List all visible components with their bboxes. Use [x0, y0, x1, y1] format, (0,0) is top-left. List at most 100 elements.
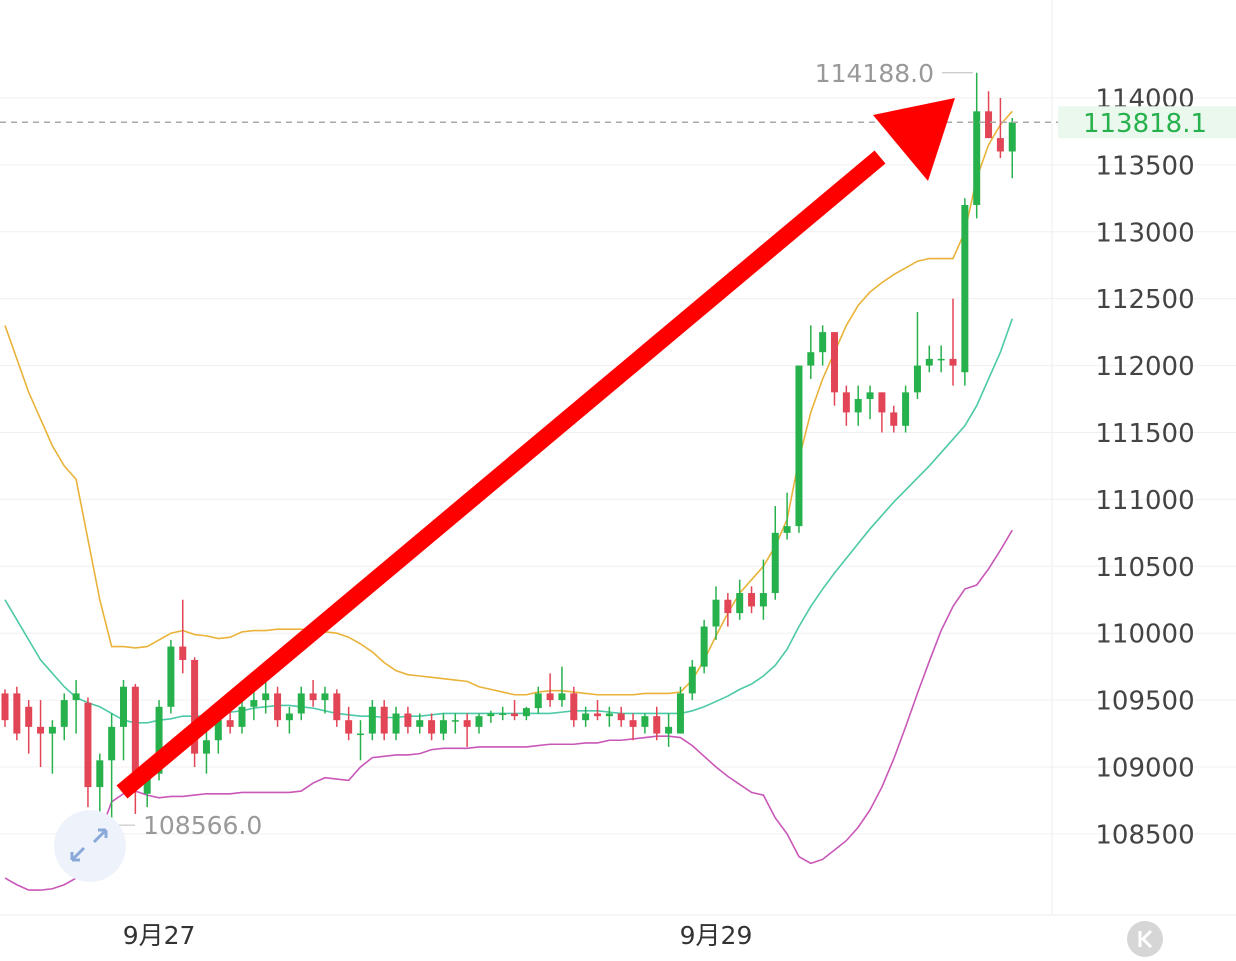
- candle-body: [807, 352, 815, 366]
- candle-body: [13, 693, 21, 734]
- candle-body: [72, 693, 80, 701]
- candle-body: [866, 392, 874, 400]
- candle-body: [925, 358, 933, 366]
- candle-body: [522, 708, 530, 717]
- last-price-box: [1058, 106, 1236, 139]
- y-tick-label: 111000: [1095, 486, 1194, 516]
- candle-body: [902, 392, 910, 426]
- candle-body: [653, 716, 661, 734]
- candle-body: [783, 526, 791, 533]
- candle-body: [629, 720, 637, 727]
- candle-body: [617, 713, 625, 721]
- candle-body: [996, 138, 1004, 152]
- candle-body: [570, 693, 578, 721]
- candle-body: [688, 666, 696, 694]
- candle-body: [475, 716, 483, 727]
- candle-body: [665, 726, 673, 734]
- candle-body: [285, 713, 293, 721]
- candle-body: [712, 599, 720, 627]
- y-tick-label: 113000: [1095, 218, 1194, 248]
- y-tick-label: 113500: [1095, 151, 1194, 181]
- candle-body: [191, 659, 199, 754]
- candle-body: [499, 713, 507, 715]
- candle-body: [831, 332, 838, 393]
- candle-body: [345, 720, 353, 734]
- y-tick-label: 111500: [1095, 419, 1194, 449]
- candle-body: [973, 111, 981, 205]
- candle-body: [155, 706, 163, 774]
- candle-body: [357, 733, 364, 736]
- candle-body: [297, 693, 305, 714]
- candle-body: [937, 358, 945, 361]
- candle-body: [878, 392, 886, 413]
- candle-body: [416, 720, 424, 727]
- candle-body: [736, 593, 744, 614]
- candle-body: [238, 706, 246, 727]
- x-tick-label: 9月29: [680, 921, 753, 950]
- candle-body: [605, 713, 613, 717]
- candle-body: [333, 693, 341, 721]
- candle-body: [37, 726, 45, 734]
- candle-body: [250, 700, 258, 707]
- y-tick-label: 112500: [1095, 285, 1194, 315]
- candle-body: [179, 646, 187, 660]
- x-tick-label: 9月27: [123, 921, 196, 950]
- candle-body: [842, 392, 850, 413]
- candle-body: [321, 693, 329, 701]
- candle-body: [84, 702, 92, 788]
- candle-body: [913, 365, 921, 393]
- y-tick-label: 112000: [1095, 352, 1194, 382]
- candle-body: [890, 412, 898, 426]
- candle-body: [724, 599, 732, 614]
- candle-body: [558, 693, 566, 701]
- candle-body: [985, 111, 993, 139]
- candle-body: [368, 706, 376, 734]
- candle-body: [120, 686, 127, 727]
- y-tick-label: 109000: [1095, 754, 1194, 784]
- candle-body: [380, 706, 388, 734]
- y-tick-label: 110000: [1095, 620, 1194, 650]
- candle-body: [759, 593, 767, 607]
- candle-body: [48, 726, 56, 734]
- candle-body: [309, 693, 317, 701]
- candle-body: [534, 693, 542, 709]
- candle-body: [428, 720, 436, 734]
- y-tick-label: 110500: [1095, 553, 1194, 583]
- candle-body: [143, 773, 151, 794]
- candle-body: [819, 332, 827, 353]
- candle-body: [439, 720, 447, 734]
- candle-body: [25, 706, 33, 727]
- candle-body: [641, 716, 649, 727]
- candle-body: [1, 693, 9, 721]
- candle-body: [131, 686, 139, 788]
- low-annotation: 108566.0: [143, 811, 262, 840]
- candle-body: [594, 713, 601, 717]
- candle-body: [96, 760, 104, 788]
- candle-body: [546, 693, 554, 701]
- candle-body: [451, 720, 459, 722]
- last-price-label: 113818.1: [1083, 109, 1207, 139]
- candle-body: [262, 693, 270, 701]
- candle-body: [108, 726, 116, 761]
- candle-body: [961, 204, 969, 373]
- candle-body: [226, 720, 234, 727]
- candle-body: [60, 700, 68, 727]
- candle-body: [676, 693, 684, 734]
- high-annotation: 114188.0: [815, 59, 934, 88]
- candle-body: [392, 713, 400, 734]
- candle-body: [700, 626, 708, 667]
- candle-body: [511, 713, 519, 717]
- candle-body: [771, 532, 779, 594]
- candle-body: [487, 713, 495, 717]
- candle-body: [854, 399, 862, 413]
- y-tick-label: 109500: [1095, 687, 1194, 717]
- candle-body: [582, 713, 590, 721]
- candle-body: [949, 358, 957, 366]
- candle-body: [202, 740, 210, 754]
- candle-body: [274, 693, 282, 721]
- candle-body: [795, 365, 803, 527]
- candle-body: [214, 720, 222, 741]
- candle-body: [463, 720, 471, 727]
